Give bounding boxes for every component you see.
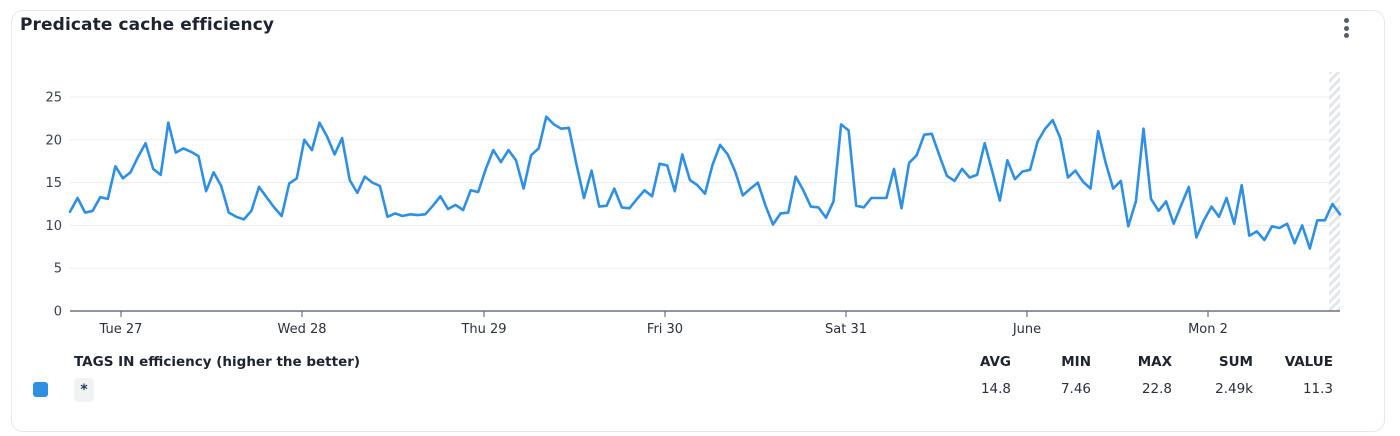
more-vertical-icon[interactable] bbox=[1338, 16, 1354, 40]
widget-card bbox=[11, 10, 1385, 432]
stat-min: 7.46 bbox=[1060, 381, 1091, 397]
stat-header-value: VALUE bbox=[1284, 354, 1333, 370]
series-color-swatch[interactable] bbox=[33, 382, 48, 397]
y-axis: 0 5 10 15 20 25 bbox=[45, 91, 62, 320]
y-tick-label: 20 bbox=[45, 133, 62, 148]
series-line[interactable] bbox=[68, 115, 1342, 250]
widget-title: Predicate cache efficiency bbox=[20, 15, 275, 35]
y-tick-label: 5 bbox=[54, 262, 62, 277]
incomplete-data-region bbox=[1329, 72, 1340, 311]
stat-sum: 2.49k bbox=[1215, 381, 1253, 397]
x-tick-label: Thu 29 bbox=[460, 322, 506, 337]
x-tick-label: Mon 2 bbox=[1188, 322, 1228, 337]
stat-header-avg: AVG bbox=[979, 354, 1011, 370]
stat-header-sum: SUM bbox=[1218, 354, 1253, 370]
x-tick-label: Tue 27 bbox=[99, 322, 143, 337]
x-tick-label: Sat 31 bbox=[825, 322, 867, 337]
stat-max: 22.8 bbox=[1141, 381, 1172, 397]
series-tag[interactable]: * bbox=[74, 378, 94, 402]
y-tick-label: 25 bbox=[45, 91, 62, 106]
stat-header-min: MIN bbox=[1061, 354, 1091, 370]
legend-header: TAGS IN efficiency (higher the better) bbox=[74, 354, 361, 370]
y-tick-label: 0 bbox=[54, 305, 62, 320]
x-tick-label: Fri 30 bbox=[647, 322, 683, 337]
stat-avg: 14.8 bbox=[980, 381, 1011, 397]
stat-value: 11.3 bbox=[1302, 381, 1333, 397]
x-tick-label: Wed 28 bbox=[277, 322, 326, 337]
y-tick-label: 10 bbox=[45, 219, 62, 234]
y-tick-label: 15 bbox=[45, 176, 62, 191]
line-chart[interactable]: 0 5 10 15 20 25 Tue 27 Wed 28 Thu 29 Fri 30 Sat 3… bbox=[0, 0, 1400, 345]
x-tick-label: June bbox=[1012, 322, 1041, 337]
x-axis: Tue 27 Wed 28 Thu 29 Fri 30 Sat 31 June Mon 2 bbox=[99, 311, 1228, 337]
stat-header-max: MAX bbox=[1137, 354, 1172, 370]
